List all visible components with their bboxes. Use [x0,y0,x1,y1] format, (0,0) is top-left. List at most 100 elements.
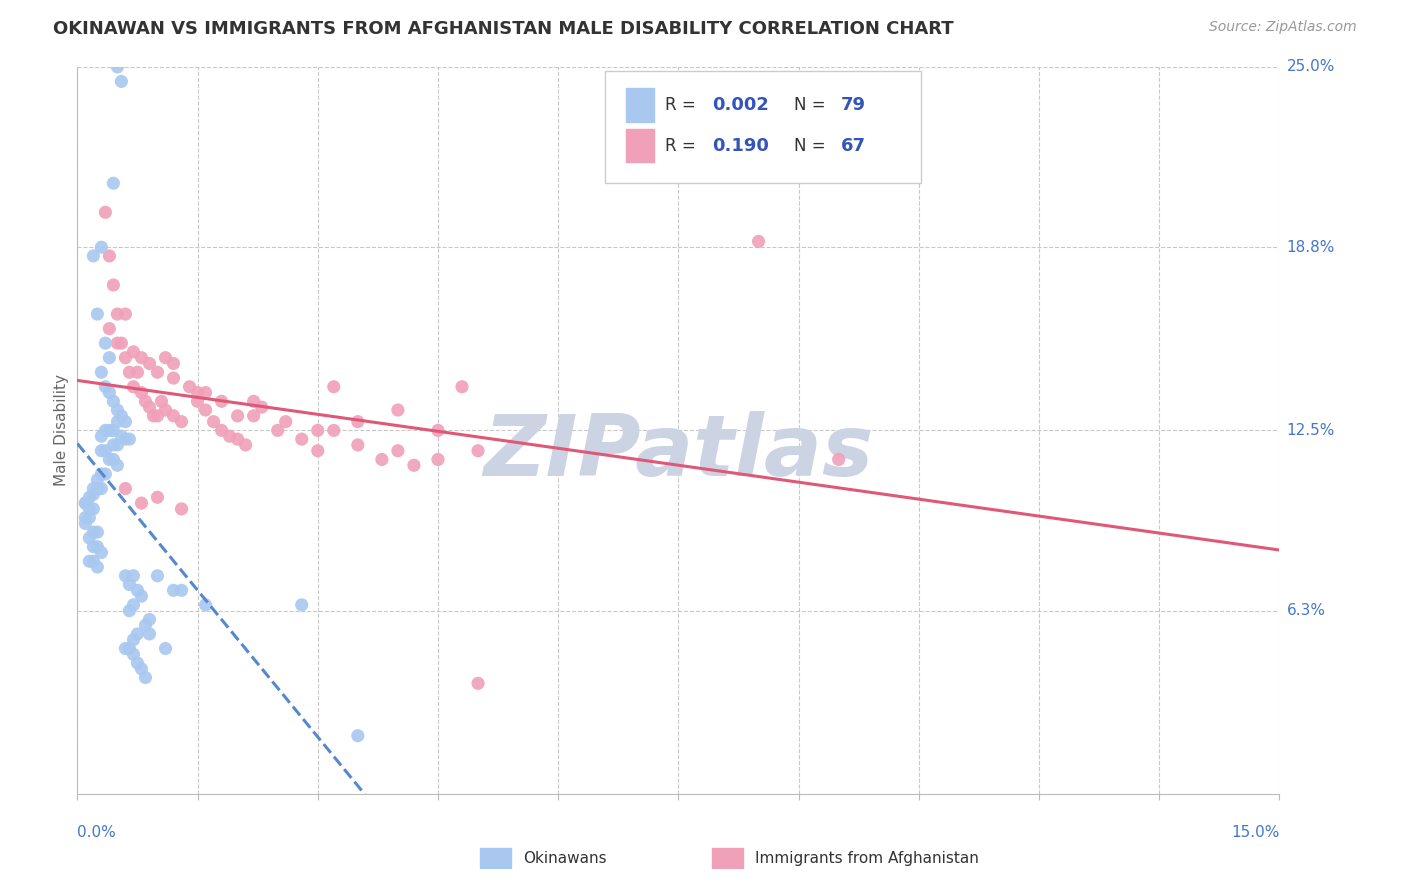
Point [242,394,264,409]
Text: Source: ZipAtlas.com: Source: ZipAtlas.com [1209,20,1357,34]
Point [131,385,153,400]
Point [387,443,409,458]
Point [748,235,770,249]
Point [103,278,125,293]
Point [194,598,217,612]
Point [235,438,257,452]
Text: OKINAWAN VS IMMIGRANTS FROM AFGHANISTAN MALE DISABILITY CORRELATION CHART: OKINAWAN VS IMMIGRANTS FROM AFGHANISTAN … [53,20,955,37]
Text: 12.5%: 12.5% [1286,423,1334,438]
Point [322,380,344,394]
Point [127,583,149,598]
Point [90,240,112,254]
Point [90,443,112,458]
Point [114,351,136,365]
Point [86,560,108,574]
Point [114,569,136,583]
Point [82,487,104,501]
Point [346,415,368,429]
Point [107,415,129,429]
Point [107,307,129,321]
Point [211,424,233,438]
Point [107,458,129,473]
Point [291,598,314,612]
Point [155,403,177,417]
Point [107,403,129,417]
Point [218,429,240,443]
Point [242,409,264,423]
Point [86,540,108,554]
Point [114,307,136,321]
Point [307,424,329,438]
Point [79,490,101,504]
Point [267,424,290,438]
Point [146,365,169,379]
Point [90,429,112,443]
Point [127,627,149,641]
Point [110,429,132,443]
Point [226,432,249,446]
Point [98,249,121,263]
Point [134,618,156,632]
Point [146,569,169,583]
Point [427,424,450,438]
Point [162,409,184,423]
Point [346,729,368,743]
Point [122,380,145,394]
Point [82,525,104,540]
Point [138,357,160,371]
Text: 18.8%: 18.8% [1286,240,1334,255]
Point [402,458,425,473]
Point [75,516,97,531]
Point [82,554,104,568]
Point [250,400,273,414]
Point [162,371,184,385]
Text: 79: 79 [841,96,866,114]
Point [90,365,112,379]
Point [138,627,160,641]
Point [79,554,101,568]
Point [155,351,177,365]
Point [131,496,153,510]
Point [118,604,141,618]
Point [307,443,329,458]
Point [94,380,117,394]
Text: 6.3%: 6.3% [1286,603,1326,618]
Point [427,452,450,467]
Text: 25.0%: 25.0% [1286,60,1334,74]
Point [75,496,97,510]
Point [75,496,97,510]
Point [86,307,108,321]
Text: ZIPatlas: ZIPatlas [484,410,873,493]
Point [162,357,184,371]
Text: N =: N = [793,137,831,155]
Point [86,525,108,540]
Point [114,415,136,429]
Point [107,60,129,74]
Point [118,365,141,379]
Point [138,400,160,414]
Point [274,415,297,429]
Point [86,482,108,496]
Point [98,424,121,438]
Bar [626,88,654,122]
Text: 0.0%: 0.0% [77,825,117,840]
Point [131,589,153,603]
Point [94,205,117,219]
Point [142,409,165,423]
Point [467,676,489,690]
Text: R =: R = [665,96,700,114]
Point [98,385,121,400]
Point [170,583,193,598]
Point [114,432,136,446]
Point [194,403,217,417]
Point [94,424,117,438]
Point [194,385,217,400]
Point [79,502,101,516]
Point [202,415,225,429]
Point [114,482,136,496]
Point [107,438,129,452]
Point [114,641,136,656]
Point [146,409,169,423]
Point [170,415,193,429]
Point [110,74,132,88]
